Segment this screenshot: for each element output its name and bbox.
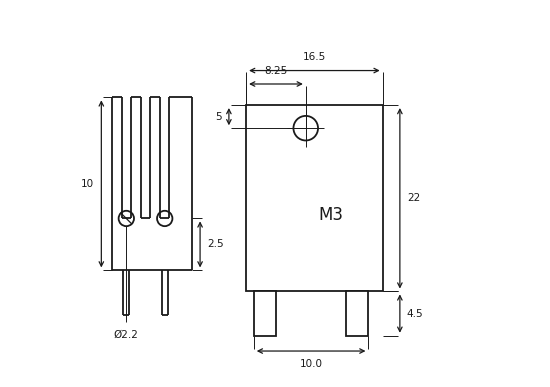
Text: 2.5: 2.5 [207, 240, 224, 249]
Text: M3: M3 [318, 205, 343, 224]
Text: 10: 10 [81, 179, 95, 189]
Bar [246, 105, 383, 291]
Text: 4.5: 4.5 [407, 308, 424, 319]
Text: Ø2.2: Ø2.2 [114, 330, 139, 340]
Text: 22: 22 [407, 193, 420, 203]
Bar [346, 291, 368, 336]
Bar [254, 291, 276, 336]
Text: 10.0: 10.0 [300, 360, 323, 370]
Text: 8.25: 8.25 [265, 65, 288, 75]
Text: 16.5: 16.5 [302, 52, 326, 62]
Text: 5: 5 [216, 112, 222, 122]
